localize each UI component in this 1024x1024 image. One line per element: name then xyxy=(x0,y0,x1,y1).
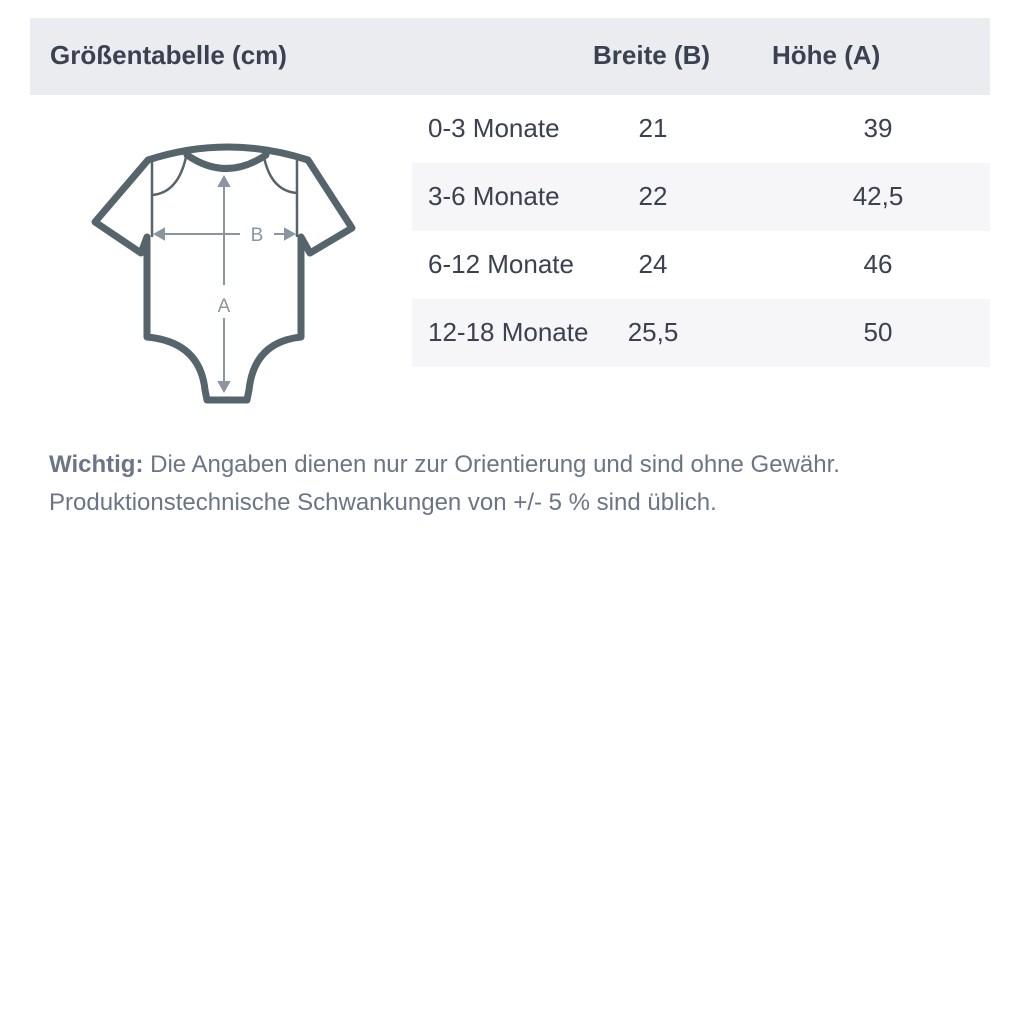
width-cell: 21 xyxy=(638,113,668,143)
note-line2: Produktionstechnische Schwankungen von +… xyxy=(49,489,717,516)
label-a: A xyxy=(218,296,231,317)
note-bold: Wichtig: xyxy=(49,451,144,478)
size-cell: 3-6 Monate xyxy=(428,181,560,211)
disclaimer-note: Wichtig: Die Angaben dienen nur zur Orie… xyxy=(49,446,840,522)
table-row: 3-6 Monate 22 42,5 xyxy=(412,163,990,231)
column-header-width: Breite (B) xyxy=(593,40,711,70)
baby-bodysuit-icon: B A xyxy=(91,143,356,404)
size-cell: 12-18 Monate xyxy=(428,317,589,347)
table-title: Größentabelle (cm) xyxy=(50,40,287,70)
height-cell: 42,5 xyxy=(852,181,904,211)
height-cell: 39 xyxy=(863,113,893,143)
table-row: 12-18 Monate 25,5 50 xyxy=(412,299,990,367)
table-row: 0-3 Monate 21 39 xyxy=(412,95,990,163)
note-text: Die Angaben dienen nur zur Orientierung … xyxy=(143,451,840,478)
table-row: 6-12 Monate 24 46 xyxy=(412,231,990,299)
width-cell: 24 xyxy=(638,249,668,279)
label-b: B xyxy=(251,225,264,246)
width-cell: 25,5 xyxy=(627,317,679,347)
table-header: Größentabelle (cm) Breite (B) Höhe (A) xyxy=(30,18,990,95)
column-header-height: Höhe (A) xyxy=(772,40,881,70)
size-cell: 0-3 Monate xyxy=(428,113,560,143)
size-cell: 6-12 Monate xyxy=(428,249,574,279)
height-cell: 50 xyxy=(863,317,893,347)
width-cell: 22 xyxy=(638,181,668,211)
height-cell: 46 xyxy=(863,249,893,279)
